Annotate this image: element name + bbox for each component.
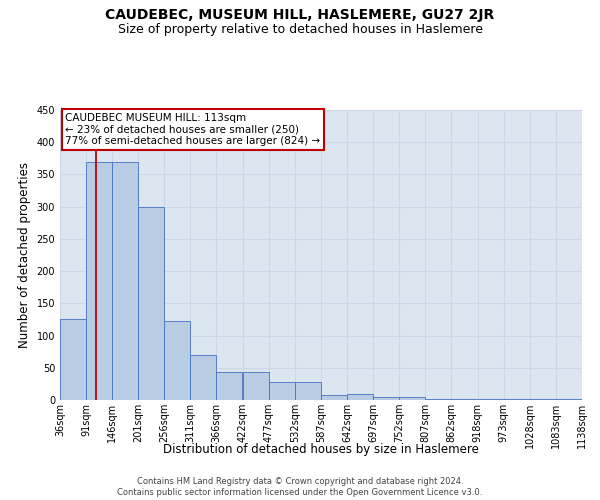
Bar bbox=[373, 397, 399, 400]
Bar bbox=[504, 398, 530, 400]
Bar bbox=[217, 372, 242, 400]
Bar bbox=[138, 206, 164, 400]
Bar bbox=[399, 397, 425, 400]
Bar bbox=[556, 398, 582, 400]
Bar bbox=[190, 355, 217, 400]
Text: CAUDEBEC, MUSEUM HILL, HASLEMERE, GU27 2JR: CAUDEBEC, MUSEUM HILL, HASLEMERE, GU27 2… bbox=[106, 8, 494, 22]
Bar bbox=[295, 382, 321, 400]
Bar bbox=[269, 382, 295, 400]
Bar bbox=[243, 372, 269, 400]
Text: Distribution of detached houses by size in Haslemere: Distribution of detached houses by size … bbox=[163, 442, 479, 456]
Bar bbox=[86, 162, 112, 400]
Bar bbox=[451, 398, 478, 400]
Bar bbox=[164, 322, 190, 400]
Bar bbox=[347, 394, 373, 400]
Bar bbox=[112, 162, 138, 400]
Text: Contains HM Land Registry data © Crown copyright and database right 2024.
Contai: Contains HM Land Registry data © Crown c… bbox=[118, 478, 482, 497]
Y-axis label: Number of detached properties: Number of detached properties bbox=[18, 162, 31, 348]
Text: Size of property relative to detached houses in Haslemere: Size of property relative to detached ho… bbox=[118, 22, 482, 36]
Bar bbox=[321, 395, 347, 400]
Bar bbox=[60, 320, 86, 400]
Text: CAUDEBEC MUSEUM HILL: 113sqm
← 23% of detached houses are smaller (250)
77% of s: CAUDEBEC MUSEUM HILL: 113sqm ← 23% of de… bbox=[65, 113, 320, 146]
